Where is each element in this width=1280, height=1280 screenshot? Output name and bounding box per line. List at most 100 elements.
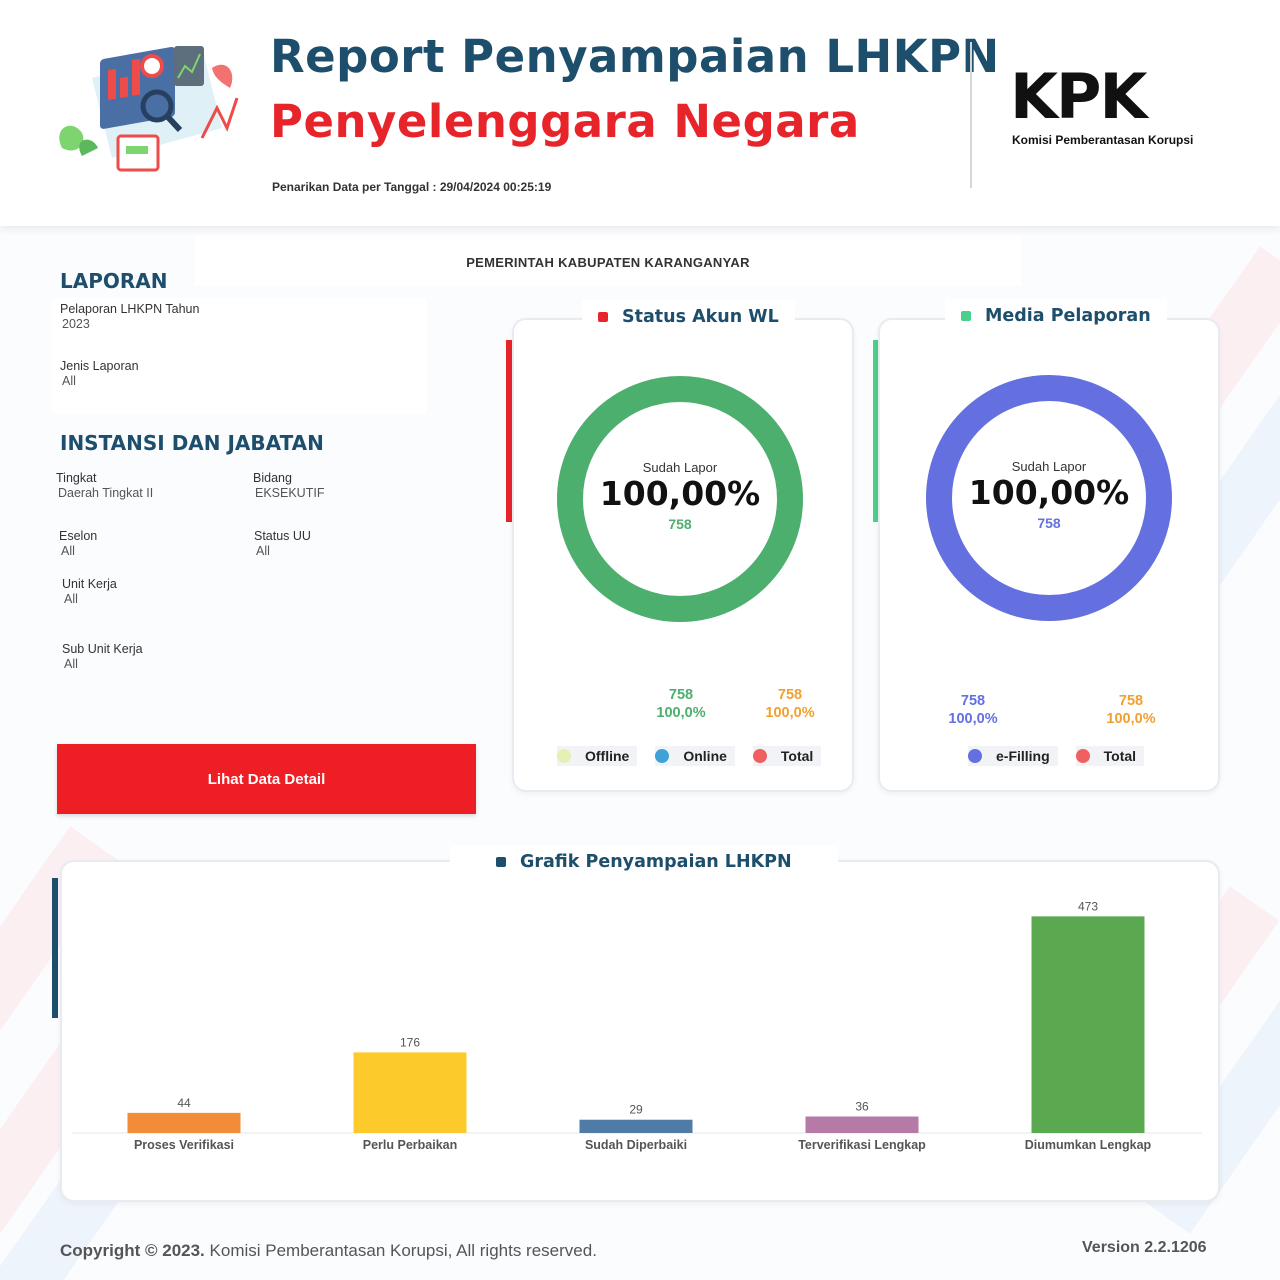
chart-value-label: 36 <box>855 1100 869 1114</box>
legend-online-label: Online <box>683 748 727 764</box>
filter-eselon[interactable]: Eselon All <box>59 529 239 559</box>
legend-online[interactable]: Online <box>655 746 735 766</box>
grafik-title-dot <box>496 857 506 867</box>
filter-status-uu[interactable]: Status UU All <box>254 529 434 559</box>
filter-bidang-value: EKSEKUTIF <box>255 486 325 500</box>
stat-percent: 100,0% <box>656 705 706 721</box>
filter-unit-kerja[interactable]: Unit Kerja All <box>62 577 242 607</box>
stat-count: 758 <box>960 693 986 709</box>
chart-category-label: Perlu Perbaikan <box>363 1138 458 1152</box>
analytics-illustration <box>59 46 239 172</box>
report-subtitle: Penyelenggara Negara <box>270 95 860 148</box>
footer-version: Version 2.2.1206 <box>1082 1239 1207 1256</box>
legend-media-total-label: Total <box>1103 748 1137 764</box>
filter-sub-unit-kerja[interactable]: Sub Unit Kerja All <box>62 642 242 672</box>
filter-tingkat-value: Daerah Tingkat II <box>58 486 154 500</box>
chart-category-label: Diumumkan Lengkap <box>1025 1138 1152 1152</box>
status-akun-title-text: Status Akun WL <box>622 307 779 327</box>
media-percent: 100,00% <box>968 473 1130 512</box>
chart-value-label: 29 <box>629 1103 643 1117</box>
stat-count: 758 <box>777 687 803 703</box>
legend-online-swatch <box>655 749 670 763</box>
filter-bidang[interactable]: Bidang EKSEKUTIF <box>253 471 433 501</box>
legend-efiling-label: e-Filling <box>996 748 1050 764</box>
report-header: Report Penyampaian LHKPN Penyelenggara N… <box>0 0 1280 226</box>
media-legend: e-Filling Total <box>968 746 1162 766</box>
filter-eselon-label: Eselon <box>59 529 98 543</box>
media-title-text: Media Pelaporan <box>985 306 1151 326</box>
chart-value-label: 473 <box>1078 899 1098 913</box>
instansi-jabatan-heading: INSTANSI DAN JABATAN <box>60 431 324 455</box>
legend-offline-swatch <box>557 749 571 763</box>
status-akun-donut-arc <box>557 376 803 622</box>
filter-sub-unit-kerja-value: All <box>64 657 78 671</box>
chart-category-label: Terverifikasi Lengkap <box>798 1138 926 1152</box>
grafik-title-text: Grafik Penyampaian LHKPN <box>520 852 792 872</box>
status-akun-title: Status Akun WL <box>582 300 795 334</box>
media-donut-arc <box>926 375 1172 621</box>
kpk-logo-letter: K <box>1010 60 1058 133</box>
legend-efiling-swatch <box>968 749 982 763</box>
filter-unit-kerja-label: Unit Kerja <box>62 577 117 591</box>
filter-tingkat-label: Tingkat <box>56 471 97 485</box>
filter-eselon-value: All <box>61 544 75 558</box>
legend-offline[interactable]: Offline <box>557 746 638 766</box>
chart-bar[interactable] <box>1031 916 1145 1133</box>
report-title: Report Penyampaian LHKPN <box>270 30 1000 83</box>
filter-bidang-label: Bidang <box>253 471 292 485</box>
stat-count: 758 <box>668 687 694 703</box>
chart-value-label: 176 <box>400 1035 420 1049</box>
grafik-accent-bar <box>52 878 58 1018</box>
stat-percent: 100,0% <box>948 711 998 727</box>
data-pull-date: Penarikan Data per Tanggal : 29/04/2024 … <box>272 180 552 194</box>
kpk-logo-tagline: Komisi Pemberantasan Korupsi <box>1012 133 1194 147</box>
stat-percent: 100,0% <box>765 705 815 721</box>
chart-bar[interactable] <box>579 1119 693 1133</box>
filter-tingkat[interactable]: Tingkat Daerah Tingkat II <box>56 471 236 501</box>
chart-value-label: 44 <box>177 1096 191 1110</box>
status-akun-stat-online: 758 100,0% <box>646 686 716 722</box>
grafik-title: Grafik Penyampaian LHKPN <box>450 845 838 879</box>
status-akun-count: 758 <box>668 516 692 532</box>
status-akun-percent: 100,00% <box>599 474 761 513</box>
status-akun-stat-total: 758 100,0% <box>755 686 825 722</box>
legend-total[interactable]: Total <box>752 746 822 766</box>
media-title: Media Pelaporan <box>945 299 1167 333</box>
lihat-data-detail-button[interactable]: Lihat Data Detail <box>57 744 476 814</box>
legend-offline-label: Offline <box>585 748 630 764</box>
header-divider <box>970 42 972 188</box>
filter-jenis-laporan[interactable]: Jenis Laporan All <box>60 359 260 389</box>
grafik-bar-chart: 44 Proses Verifikasi 176 Perlu Perbaikan 29 S… <box>72 899 1202 1152</box>
footer-copyright-year: Copyright © 2023. <box>60 1241 205 1260</box>
laporan-heading: LAPORAN <box>60 269 168 293</box>
instansi-name: PEMERINTAH KABUPATEN KARANGANYAR <box>195 236 1021 286</box>
legend-media-total-swatch <box>1075 749 1090 763</box>
status-akun-legend: Offline Online Total <box>557 746 839 766</box>
stat-percent: 100,0% <box>1106 711 1156 727</box>
filter-status-uu-value: All <box>256 544 270 558</box>
grafik-card <box>60 860 1220 1202</box>
status-akun-donut: Sudah Lapor 100,00% 758 <box>555 374 805 624</box>
chart-bar[interactable] <box>127 1112 241 1133</box>
filter-tahun[interactable]: Pelaporan LHKPN Tahun 2023 <box>60 302 260 332</box>
chart-category-label: Proses Verifikasi <box>134 1138 234 1152</box>
kpk-logo-letter: P <box>1056 60 1101 133</box>
media-stat-total: 758 100,0% <box>1096 692 1166 728</box>
status-akun-accent-bar <box>506 340 512 522</box>
media-accent-bar <box>873 340 879 522</box>
media-count: 758 <box>1037 515 1061 531</box>
kpk-logo-letter: K <box>1099 60 1148 133</box>
legend-media-total[interactable]: Total <box>1075 746 1145 766</box>
filter-unit-kerja-value: All <box>64 592 78 606</box>
filter-tahun-value: 2023 <box>62 317 90 331</box>
stat-count: 758 <box>1118 693 1144 709</box>
status-akun-caption: Sudah Lapor <box>642 460 718 475</box>
chart-bar[interactable] <box>353 1052 467 1133</box>
legend-total-swatch <box>752 749 767 763</box>
media-caption: Sudah Lapor <box>1011 459 1087 474</box>
legend-efiling[interactable]: e-Filling <box>968 746 1058 766</box>
filter-sub-unit-kerja-label: Sub Unit Kerja <box>62 642 143 656</box>
chart-bar[interactable] <box>805 1116 919 1133</box>
filter-status-uu-label: Status UU <box>254 529 311 543</box>
status-akun-title-dot <box>598 312 608 322</box>
